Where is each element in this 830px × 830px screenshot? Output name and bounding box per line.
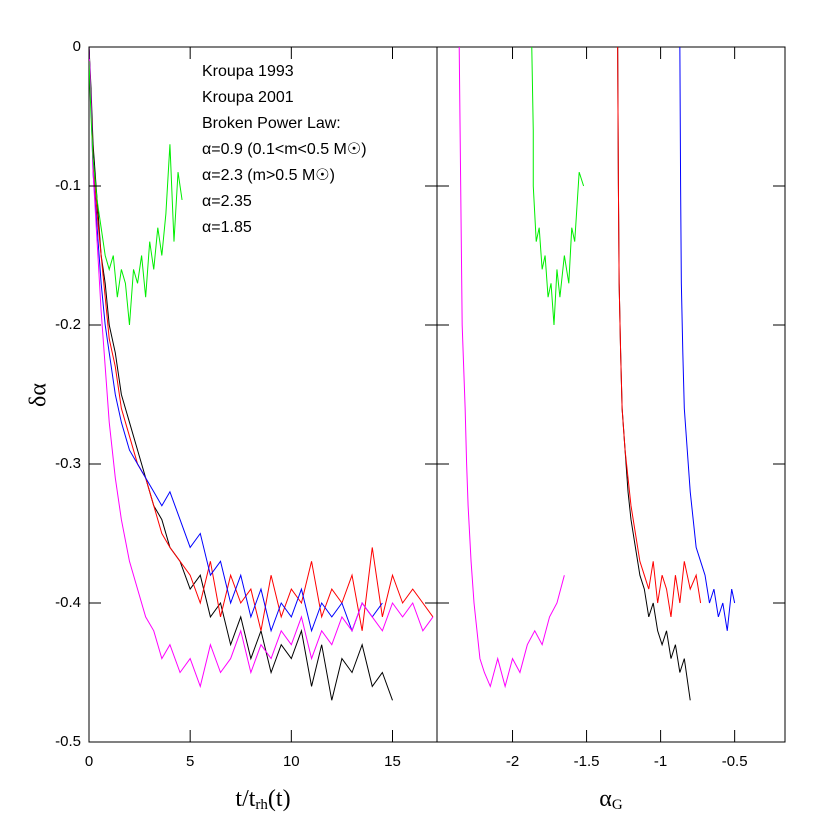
x-tick-label: -1: [654, 753, 667, 770]
series-line: [89, 60, 183, 326]
x-tick-label: -1.5: [574, 753, 600, 770]
x-axis-label: αG: [599, 786, 623, 814]
y-tick-label: -0.4: [55, 594, 81, 611]
y-tick-label: -0.3: [55, 455, 81, 472]
legend-entry: Kroupa 2001: [202, 89, 294, 106]
x-tick-label: 5: [186, 753, 194, 770]
legend-entry: α=2.35: [202, 193, 252, 210]
legend-entry: Broken Power Law:: [202, 115, 341, 132]
x-axis-label-main: t/t: [235, 786, 255, 812]
x-tick-label: -2: [506, 753, 519, 770]
x-tick-label: 10: [283, 753, 300, 770]
series-line: [458, 47, 565, 689]
x-tick-label: 0: [85, 753, 93, 770]
series-line: [89, 47, 434, 631]
x-axis-label-tail: (t): [268, 786, 291, 812]
panel-left: [89, 47, 434, 701]
series-line: [89, 47, 393, 701]
y-tick-label: -0.5: [55, 733, 81, 750]
y-tick-label: -0.1: [55, 177, 81, 194]
x-tick-label: 15: [384, 753, 401, 770]
legend-description: α=2.3 (m>0.5 M☉): [202, 167, 335, 184]
legend-entry: α=1.85: [202, 219, 252, 236]
x-axis-label-main: α: [599, 786, 612, 812]
series-line: [617, 47, 702, 617]
y-tick-label: -0.2: [55, 316, 81, 333]
y-tick-label: 0: [73, 38, 81, 55]
x-axis-label-sub: G: [612, 797, 623, 813]
x-tick-label: -0.5: [722, 753, 748, 770]
axes: 0 5 10 15 0 -0.1 -0.2 -0.3 -0.4 -0.5 -2 -1.5 -1 -0.5: [55, 38, 785, 770]
x-axis-label: t/trh(t): [235, 786, 290, 814]
y-axis-label: δα: [26, 383, 52, 407]
legend-description: α=0.9 (0.1<m<0.5 M☉): [202, 141, 367, 158]
series-line: [89, 47, 383, 633]
legend-entry: Kroupa 1993: [202, 63, 294, 80]
panel-right: [458, 47, 736, 701]
x-axis-label-sub: rh: [255, 797, 268, 813]
series-line: [531, 47, 585, 326]
series-line: [89, 47, 434, 689]
series-line: [679, 47, 736, 631]
